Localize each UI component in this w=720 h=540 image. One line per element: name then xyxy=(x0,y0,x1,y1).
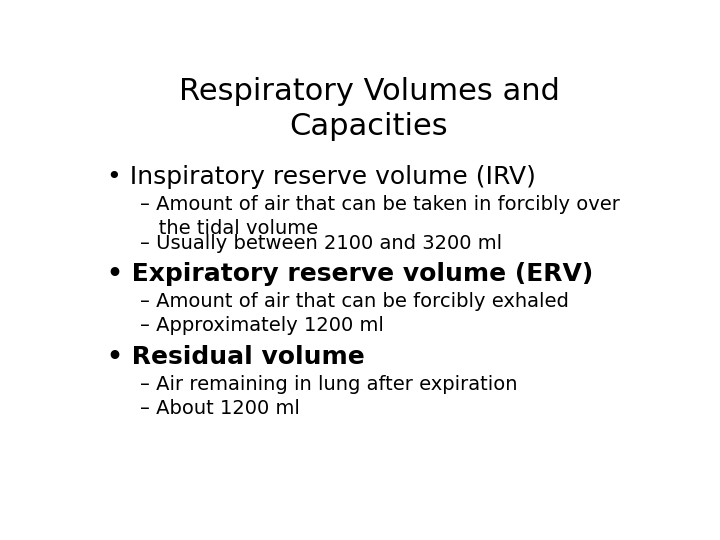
Text: • Expiratory reserve volume (ERV): • Expiratory reserve volume (ERV) xyxy=(107,262,593,286)
Text: – Usually between 2100 and 3200 ml: – Usually between 2100 and 3200 ml xyxy=(140,234,503,253)
Text: – Approximately 1200 ml: – Approximately 1200 ml xyxy=(140,316,384,335)
Text: – About 1200 ml: – About 1200 ml xyxy=(140,399,300,417)
Text: Respiratory Volumes and
Capacities: Respiratory Volumes and Capacities xyxy=(179,77,559,141)
Text: – Amount of air that can be forcibly exhaled: – Amount of air that can be forcibly exh… xyxy=(140,292,569,311)
Text: – Air remaining in lung after expiration: – Air remaining in lung after expiration xyxy=(140,375,518,394)
Text: • Residual volume: • Residual volume xyxy=(107,345,364,369)
Text: • Inspiratory reserve volume (IRV): • Inspiratory reserve volume (IRV) xyxy=(107,165,536,188)
Text: – Amount of air that can be taken in forcibly over
   the tidal volume: – Amount of air that can be taken in for… xyxy=(140,194,620,238)
